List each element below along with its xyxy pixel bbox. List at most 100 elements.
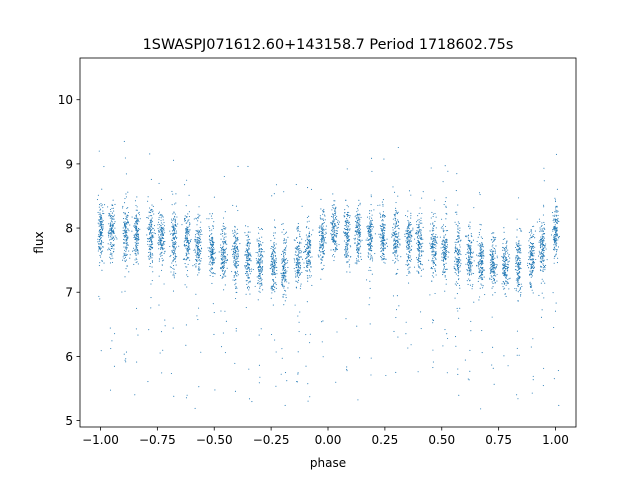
scatter-point <box>297 279 300 281</box>
scatter-point <box>396 246 398 248</box>
scatter-point <box>221 229 223 231</box>
scatter-point <box>160 331 163 333</box>
scatter-point <box>478 261 480 263</box>
scatter-point <box>492 294 494 296</box>
scatter-point <box>432 223 434 225</box>
scatter-point <box>421 236 423 238</box>
scatter-point <box>468 256 470 258</box>
scatter-point <box>138 237 140 239</box>
scatter-point <box>212 243 214 245</box>
scatter-point <box>419 244 421 246</box>
scatter-point <box>395 273 397 275</box>
scatter-point <box>184 263 186 265</box>
scatter-point <box>321 224 323 226</box>
scatter-point <box>174 258 177 260</box>
scatter-point <box>100 253 103 255</box>
scatter-point <box>393 238 395 240</box>
scatter-point <box>226 260 228 262</box>
scatter-point <box>481 352 483 354</box>
scatter-point <box>321 232 324 234</box>
scatter-point <box>214 252 216 254</box>
scatter-point <box>456 211 458 213</box>
scatter-point <box>394 191 396 193</box>
scatter-point <box>224 271 226 273</box>
scatter-point <box>220 238 222 240</box>
scatter-point <box>273 274 275 276</box>
scatter-point <box>392 252 394 255</box>
scatter-point <box>503 259 505 261</box>
scatter-point <box>381 259 383 261</box>
scatter-point <box>356 262 358 264</box>
scatter-point <box>126 221 128 224</box>
scatter-point <box>383 230 385 232</box>
scatter-point <box>477 244 479 246</box>
scatter-point <box>301 205 303 207</box>
scatter-point <box>250 268 253 270</box>
scatter-point <box>349 228 351 230</box>
scatter-point <box>256 238 258 240</box>
scatter-point <box>285 231 288 233</box>
scatter-point <box>297 270 299 272</box>
scatter-point <box>149 263 151 265</box>
scatter-point <box>481 249 483 251</box>
scatter-point <box>212 252 214 254</box>
scatter-point <box>491 260 493 262</box>
scatter-point <box>393 330 395 333</box>
scatter-point <box>434 270 437 272</box>
scatter-point <box>445 234 447 236</box>
scatter-point <box>186 266 188 268</box>
scatter-point <box>189 240 191 242</box>
scatter-point <box>200 241 202 243</box>
scatter-point <box>309 396 311 398</box>
scatter-point <box>330 222 332 224</box>
scatter-point <box>149 230 152 232</box>
scatter-point <box>159 229 161 231</box>
scatter-point <box>422 268 424 270</box>
scatter-point <box>285 239 287 241</box>
scatter-point <box>379 212 381 214</box>
scatter-point <box>370 225 372 227</box>
scatter-point <box>346 246 348 248</box>
scatter-point <box>397 211 399 213</box>
scatter-point <box>347 255 349 257</box>
scatter-point <box>308 251 310 254</box>
scatter-point <box>101 220 103 222</box>
scatter-point <box>297 249 299 251</box>
scatter-point <box>397 236 399 238</box>
scatter-point <box>370 269 372 272</box>
scatter-point <box>358 236 360 238</box>
scatter-point <box>163 230 165 232</box>
scatter-point <box>306 277 309 279</box>
scatter-point <box>136 220 138 222</box>
scatter-point <box>448 252 450 254</box>
scatter-point <box>333 229 335 231</box>
scatter-point <box>393 248 395 250</box>
scatter-point <box>151 224 153 226</box>
scatter-point <box>224 241 227 243</box>
scatter-point <box>395 223 398 225</box>
scatter-point <box>369 244 371 246</box>
scatter-point <box>435 234 437 236</box>
scatter-point <box>235 264 237 266</box>
scatter-point <box>479 248 481 250</box>
scatter-point <box>111 217 113 219</box>
scatter-point <box>160 237 162 239</box>
scatter-point <box>283 239 285 241</box>
scatter-point <box>494 268 496 270</box>
scatter-point <box>455 249 457 251</box>
scatter-point <box>234 251 236 253</box>
scatter-point <box>333 227 335 229</box>
scatter-point <box>109 215 111 218</box>
scatter-point <box>137 238 139 240</box>
scatter-point <box>491 287 493 289</box>
scatter-point <box>345 243 347 245</box>
scatter-point <box>467 245 469 247</box>
scatter-point <box>304 248 307 251</box>
scatter-point <box>170 221 173 223</box>
scatter-point <box>408 242 410 244</box>
scatter-point <box>111 207 113 209</box>
scatter-point <box>148 227 150 230</box>
scatter-point <box>380 234 382 236</box>
scatter-point <box>248 267 250 269</box>
scatter-point <box>325 231 327 233</box>
